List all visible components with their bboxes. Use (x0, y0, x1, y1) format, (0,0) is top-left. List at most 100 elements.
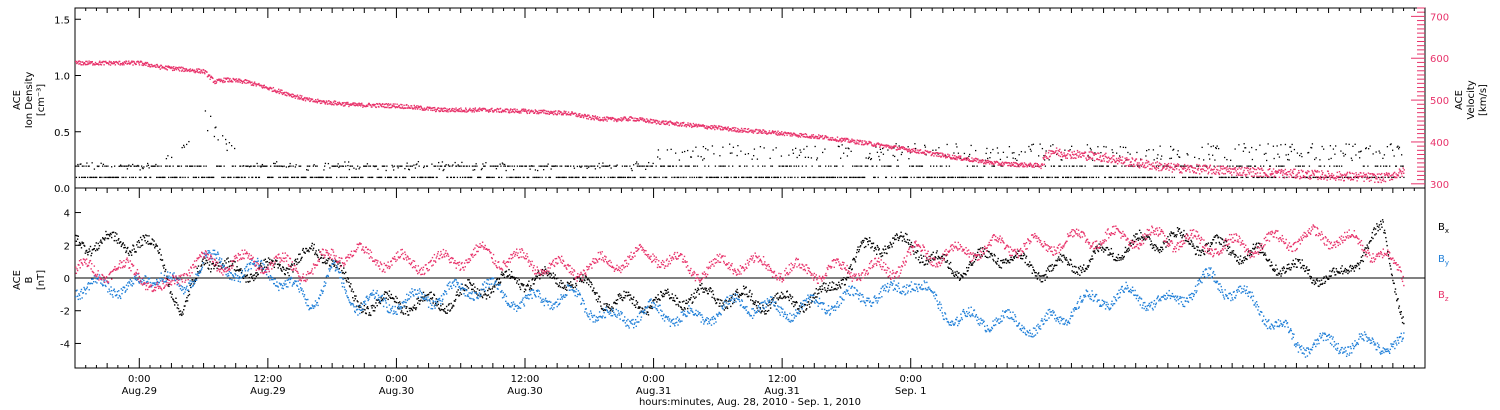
velocity-point (1016, 163, 1019, 165)
velocity-point (788, 132, 790, 134)
density-point (112, 176, 114, 179)
velocity-point (498, 111, 501, 113)
velocity-point (395, 106, 398, 108)
velocity-point (662, 120, 665, 122)
density-point (1277, 153, 1279, 155)
velocity-point (108, 63, 110, 66)
velocity-point (341, 103, 343, 106)
velocity-point (635, 120, 637, 122)
density-point (1230, 159, 1232, 161)
velocity-point (525, 110, 527, 113)
b-point-bx (169, 292, 171, 294)
velocity-point (177, 67, 179, 69)
b-point-bx (415, 308, 417, 311)
velocity-point (1050, 150, 1052, 152)
velocity-point (186, 70, 188, 72)
velocity-point (372, 103, 375, 106)
density-point (81, 165, 84, 167)
density-point (947, 176, 949, 179)
velocity-point (919, 149, 922, 151)
velocity-point (1143, 165, 1145, 168)
b-point-bx (84, 245, 86, 247)
b-point-bx (137, 246, 139, 248)
density-point (1275, 165, 1278, 167)
velocity-point (360, 105, 362, 107)
velocity-point (751, 131, 754, 133)
density-point (1133, 176, 1135, 179)
velocity-point (146, 62, 149, 64)
velocity-point (1180, 166, 1183, 168)
density-point (1173, 176, 1176, 179)
b-point-bx (207, 267, 209, 269)
density-point (198, 165, 201, 167)
velocity-point (937, 155, 939, 158)
b-point-bx (175, 297, 177, 299)
b-point-bx (387, 298, 389, 301)
velocity-point (648, 121, 650, 124)
density-point (1333, 165, 1335, 167)
density-point (779, 165, 781, 167)
density-point (801, 165, 804, 167)
density-point (210, 115, 212, 117)
density-point (290, 165, 292, 167)
density-point (699, 176, 702, 179)
density-point (1368, 176, 1371, 179)
density-point (299, 165, 301, 167)
density-point (540, 165, 543, 167)
velocity-point (563, 110, 565, 112)
velocity-point (1055, 150, 1057, 152)
velocity-point (422, 108, 424, 110)
density-point (270, 165, 272, 167)
velocity-point (1223, 173, 1225, 175)
velocity-point (156, 65, 159, 67)
density-point (201, 176, 203, 179)
density-point (882, 153, 885, 155)
density-point (1144, 176, 1146, 179)
velocity-point (1145, 166, 1147, 169)
density-point (510, 176, 513, 179)
density-point (1184, 165, 1186, 167)
velocity-point (710, 128, 713, 130)
b-point-bx (318, 249, 320, 251)
density-point (846, 176, 848, 179)
velocity-point (1219, 169, 1221, 172)
density-point (1137, 165, 1139, 167)
density-point (1053, 165, 1056, 167)
velocity-point (1067, 153, 1069, 155)
b-point-bx (177, 304, 179, 306)
velocity-point (1239, 172, 1241, 174)
b-point-bx (437, 303, 439, 306)
density-point (979, 176, 981, 179)
velocity-point (348, 105, 350, 108)
density-point (384, 165, 386, 167)
b-point-bx (420, 299, 422, 301)
velocity-point (810, 137, 812, 139)
velocity-point (417, 107, 419, 109)
density-point (605, 165, 607, 167)
velocity-point (1399, 169, 1402, 172)
b-point-bx (325, 262, 327, 265)
density-point (924, 146, 927, 148)
b-point-bx (354, 298, 357, 300)
density-point (95, 176, 97, 179)
b-point-bx (400, 310, 403, 312)
b-point-bx (154, 247, 156, 249)
b-point-bx (235, 269, 238, 272)
density-point (816, 159, 818, 161)
density-point (1345, 143, 1347, 145)
velocity-point (682, 122, 684, 124)
velocity-point (821, 136, 823, 138)
velocity-point (241, 80, 243, 83)
b-point-bx (186, 296, 188, 299)
velocity-point (1215, 173, 1217, 175)
velocity-point (706, 128, 709, 130)
density-point (452, 164, 454, 166)
velocity-point (1355, 172, 1357, 174)
density-point (696, 176, 698, 179)
velocity-point (1255, 173, 1257, 175)
velocity-point (988, 163, 991, 165)
b-point-bx (91, 252, 93, 255)
b-point-bx (476, 288, 479, 290)
density-point (132, 163, 134, 166)
velocity-point (1165, 164, 1168, 166)
